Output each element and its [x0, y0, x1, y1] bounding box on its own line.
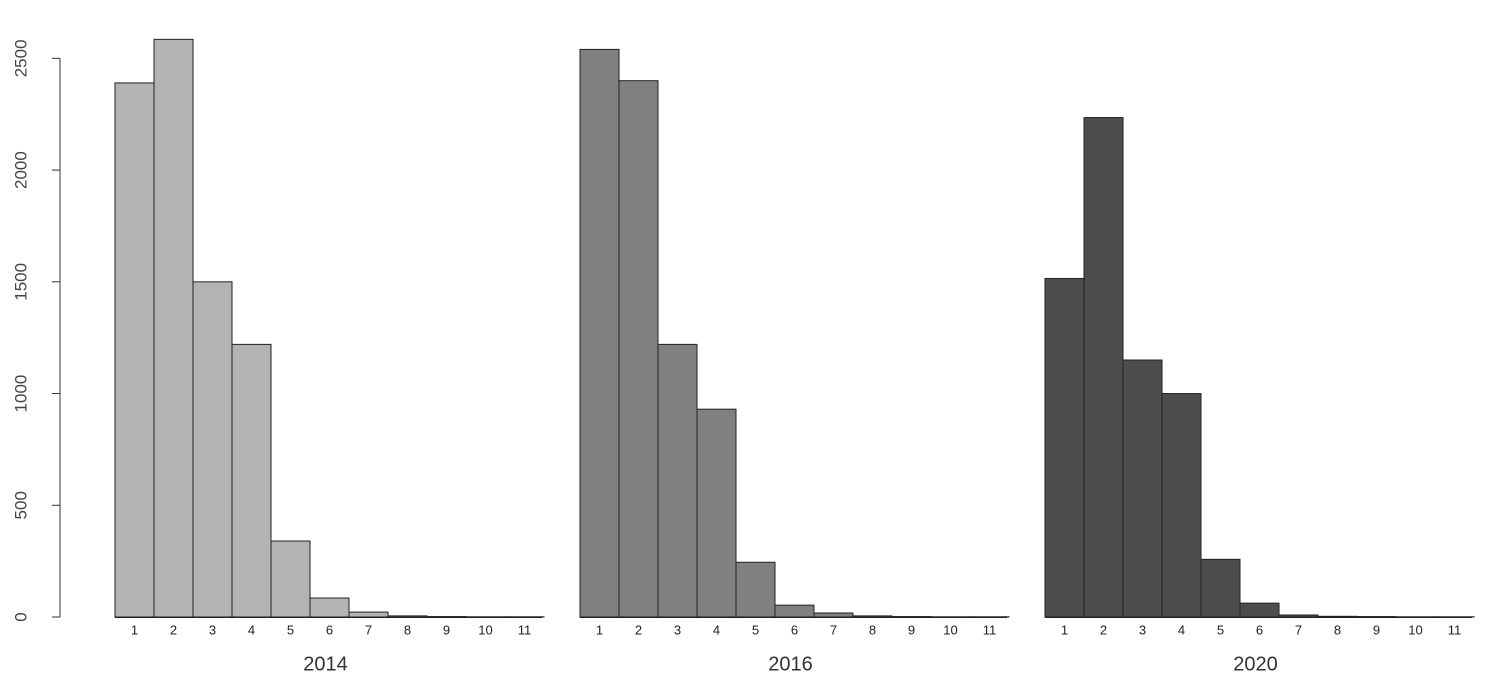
x-tick-label: 7: [1295, 622, 1302, 637]
x-tick-label: 5: [752, 622, 759, 637]
x-tick-label: 9: [1373, 622, 1380, 637]
x-tick-label: 1: [596, 622, 603, 637]
x-tick-label: 4: [713, 622, 720, 637]
x-tick-label: 8: [1334, 622, 1341, 637]
x-tick-label: 10: [478, 622, 492, 637]
bar: [387, 615, 428, 618]
y-tick-label: 2000: [11, 151, 30, 189]
x-tick-label: 2: [170, 622, 177, 637]
x-tick-label: 5: [287, 622, 294, 637]
x-tick-label: 9: [443, 622, 450, 637]
bar: [309, 597, 350, 618]
x-tick-label: 10: [1408, 622, 1422, 637]
x-tick-label: 4: [248, 622, 255, 637]
y-tick-label: 0: [11, 612, 30, 621]
y-tick-label: 1000: [11, 375, 30, 413]
x-tick-label: 2: [635, 622, 642, 637]
bar: [696, 408, 737, 618]
x-tick-label: 7: [365, 622, 372, 637]
bar: [1122, 359, 1163, 618]
x-tick-label: 11: [1448, 622, 1462, 637]
x-tick-label: 3: [209, 622, 216, 637]
x-tick-label: 8: [404, 622, 411, 637]
bar: [735, 561, 776, 618]
bar: [1317, 615, 1358, 618]
bar: [231, 343, 272, 618]
bar: [1278, 614, 1319, 618]
x-tick-label: 10: [943, 622, 957, 637]
x-tick-label: 6: [326, 622, 333, 637]
x-tick-label: 11: [983, 622, 997, 637]
bar: [618, 80, 659, 618]
x-tick-label: 4: [1178, 622, 1185, 637]
x-tick-label: 7: [830, 622, 837, 637]
bar: [1239, 602, 1280, 618]
x-tick-label: 8: [869, 622, 876, 637]
bar: [1083, 117, 1124, 618]
x-tick-label: 3: [1139, 622, 1146, 637]
bar: [192, 281, 233, 618]
bar: [153, 38, 194, 618]
bar: [813, 612, 854, 618]
x-tick-label: 5: [1217, 622, 1224, 637]
y-tick-label: 500: [11, 491, 30, 519]
x-tick-label: 3: [674, 622, 681, 637]
x-axis-label: 2016: [768, 653, 813, 675]
bar: [852, 615, 893, 618]
bar: [270, 540, 311, 618]
bar: [348, 611, 389, 618]
x-axis-label: 2020: [1233, 653, 1278, 675]
x-tick-label: 2: [1100, 622, 1107, 637]
y-tick-label: 1500: [11, 263, 30, 301]
x-tick-label: 6: [1256, 622, 1263, 637]
x-tick-label: 11: [518, 622, 532, 637]
y-tick-label: 2500: [11, 39, 30, 77]
bar: [1044, 277, 1085, 618]
bar: [774, 604, 815, 618]
bar: [1161, 393, 1202, 618]
x-axis-label: 2014: [303, 653, 348, 675]
x-tick-label: 1: [131, 622, 138, 637]
bar: [657, 343, 698, 618]
x-tick-label: 9: [908, 622, 915, 637]
bar: [114, 82, 155, 618]
x-tick-label: 6: [791, 622, 798, 637]
bar: [579, 48, 620, 618]
bar: [1200, 558, 1241, 618]
x-tick-label: 1: [1061, 622, 1068, 637]
